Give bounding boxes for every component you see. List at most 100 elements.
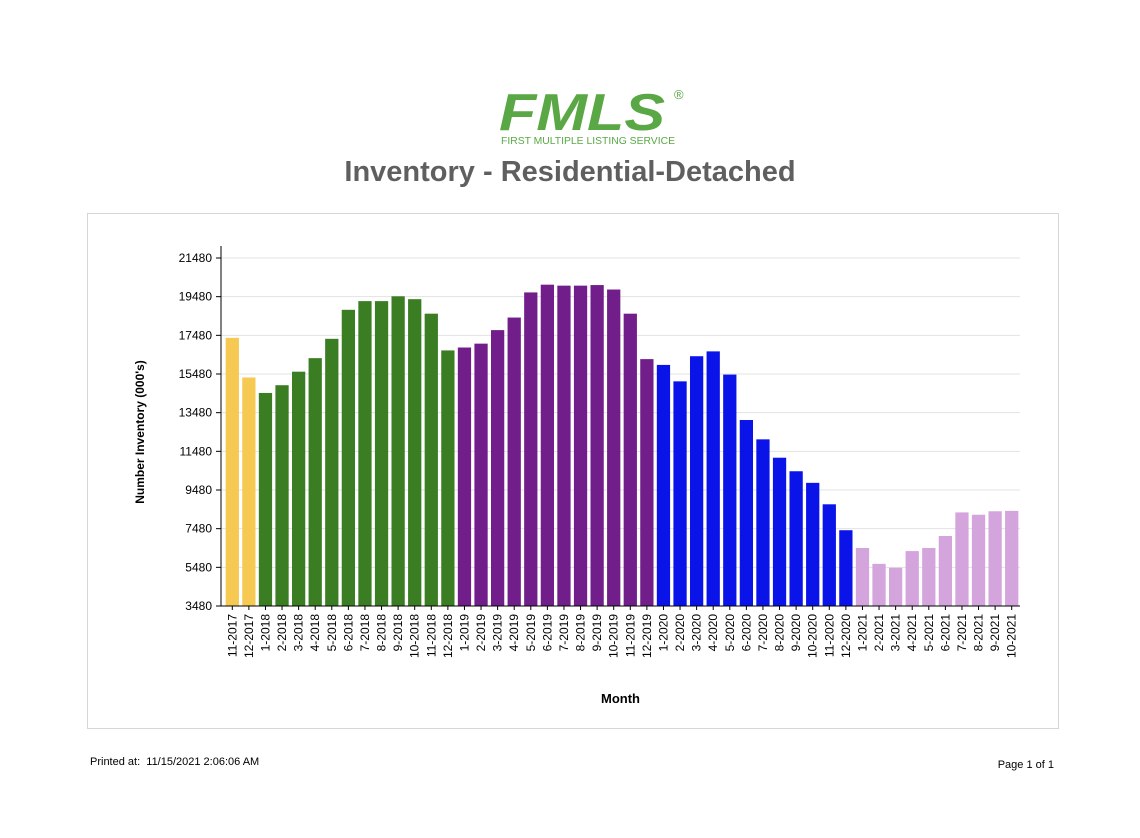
y-tick-label: 15480 xyxy=(179,367,213,381)
bar-3-2019 xyxy=(490,330,505,606)
x-tick-label: 3-2019 xyxy=(491,614,505,652)
y-tick-label: 19480 xyxy=(179,290,213,304)
x-tick-label: 11-2019 xyxy=(623,614,637,657)
bar-8-2020 xyxy=(772,457,787,606)
x-tick-label: 2-2020 xyxy=(673,614,687,652)
x-tick-label: 4-2020 xyxy=(706,614,720,652)
bar-4-2018 xyxy=(308,358,322,606)
printed-at-label: Printed at: xyxy=(90,756,141,768)
y-tick-label: 9480 xyxy=(185,483,212,497)
bar-9-2018 xyxy=(391,296,405,606)
y-tick-label: 7480 xyxy=(185,522,212,536)
x-tick-label: 1-2021 xyxy=(855,614,869,652)
x-tick-label: 6-2018 xyxy=(341,614,355,652)
y-tick-label: 21480 xyxy=(179,251,213,265)
bar-2-2018 xyxy=(275,385,289,606)
bar-7-2020 xyxy=(756,439,770,606)
x-tick-label: 6-2021 xyxy=(938,614,952,652)
x-tick-label: 2-2021 xyxy=(872,614,886,652)
bar-5-2021 xyxy=(922,548,936,606)
x-tick-label: 5-2020 xyxy=(723,614,737,652)
x-tick-label: 5-2018 xyxy=(325,614,339,652)
bar-3-2021 xyxy=(888,567,903,606)
x-tick-label: 10-2021 xyxy=(1005,614,1019,658)
x-tick-label: 6-2020 xyxy=(739,614,753,652)
x-tick-label: 10-2018 xyxy=(408,614,422,658)
bar-7-2018 xyxy=(358,301,372,606)
y-tick-label: 17480 xyxy=(179,328,213,342)
bar-6-2018 xyxy=(341,309,356,606)
x-tick-label: 9-2020 xyxy=(789,614,803,652)
x-tick-label: 10-2019 xyxy=(607,614,621,658)
x-tick-label: 4-2021 xyxy=(905,614,919,652)
bar-8-2018 xyxy=(374,301,389,606)
bar-3-2018 xyxy=(291,371,306,606)
bar-1-2020 xyxy=(656,364,671,606)
bar-10-2018 xyxy=(408,299,422,606)
bar-chart: 3480 5480 7480 9480 11480 13480 15480 17480 1948… xyxy=(133,246,1020,706)
bar-11-2017 xyxy=(225,337,239,606)
x-tick-label: 2-2019 xyxy=(474,614,488,652)
bar-10-2019 xyxy=(607,289,621,606)
bar-1-2021 xyxy=(855,548,870,606)
x-tick-label: 7-2021 xyxy=(955,614,969,652)
x-tick-label: 6-2019 xyxy=(540,614,554,652)
x-tick-label: 2-2018 xyxy=(275,614,289,652)
bar-11-2019 xyxy=(623,313,637,606)
x-tick-label: 12-2017 xyxy=(242,614,256,658)
x-tick-label: 12-2019 xyxy=(640,614,654,658)
x-tick-label: 9-2018 xyxy=(391,614,405,652)
bar-5-2020 xyxy=(723,374,737,606)
y-tick-label: 5480 xyxy=(185,560,212,574)
grid-lines xyxy=(221,257,1020,607)
bar-8-2021 xyxy=(971,514,986,606)
bar-7-2021 xyxy=(955,512,969,606)
printed-at-value: 11/15/2021 2:06:06 AM xyxy=(146,756,260,768)
bar-9-2021 xyxy=(988,511,1002,606)
bar-6-2020 xyxy=(739,420,754,606)
x-tick-label: 1-2019 xyxy=(457,614,471,652)
x-tick-label: 7-2020 xyxy=(756,614,770,652)
x-tick-label: 1-2020 xyxy=(656,614,670,652)
bar-1-2019 xyxy=(457,347,472,606)
x-tick-label: 10-2020 xyxy=(806,614,820,658)
x-tick-label: 12-2018 xyxy=(441,614,455,658)
x-axis-ticks: 11-2017 12-2017 1-2018 2-2018 3-2018 4-2018 5-… xyxy=(225,606,1019,658)
bar-2-2021 xyxy=(872,563,886,606)
bar-12-2019 xyxy=(640,359,654,606)
logo-tagline: FIRST MULTIPLE LISTING SERVICE xyxy=(501,136,675,147)
bar-5-2018 xyxy=(325,338,339,606)
bar-8-2019 xyxy=(573,285,588,606)
y-tick-label: 11480 xyxy=(180,444,213,458)
bar-10-2020 xyxy=(806,482,820,606)
bar-4-2021 xyxy=(905,551,919,606)
bar-12-2018 xyxy=(441,350,455,606)
y-tick-label: 13480 xyxy=(179,406,213,420)
x-tick-label: 8-2019 xyxy=(574,614,588,652)
chart-frame: 3480 5480 7480 9480 11480 13480 15480 17480 1948… xyxy=(87,213,1059,729)
x-tick-label: 4-2018 xyxy=(308,614,322,652)
x-tick-label: 8-2020 xyxy=(773,614,787,652)
x-tick-label: 8-2018 xyxy=(375,614,389,652)
x-tick-label: 3-2018 xyxy=(292,614,306,652)
logo-wordmark: FMLS xyxy=(499,84,665,142)
bar-10-2021 xyxy=(1005,510,1019,606)
bar-9-2020 xyxy=(789,471,803,606)
x-axis-label: Month xyxy=(601,691,640,706)
x-tick-label: 4-2019 xyxy=(507,614,521,652)
x-tick-label: 12-2020 xyxy=(839,614,853,658)
page-title: Inventory - Residential-Detached xyxy=(344,156,796,188)
x-tick-label: 3-2021 xyxy=(889,614,903,652)
x-tick-label: 5-2019 xyxy=(524,614,538,652)
bar-5-2019 xyxy=(524,292,538,606)
y-axis-label: Number Inventory (000's) xyxy=(133,360,147,504)
bar-12-2017 xyxy=(242,377,256,606)
bar-2-2019 xyxy=(474,343,488,606)
x-tick-label: 11-2018 xyxy=(424,614,438,657)
fmls-logo: FMLS ® FIRST MULTIPLE LISTING SERVICE xyxy=(499,84,684,147)
bar-7-2019 xyxy=(557,285,571,606)
bar-3-2020 xyxy=(689,356,704,606)
x-tick-label: 7-2018 xyxy=(358,614,372,652)
y-axis-ticks: 3480 5480 7480 9480 11480 13480 15480 17480 1948… xyxy=(179,251,221,613)
logo-registered-mark: ® xyxy=(674,87,684,102)
